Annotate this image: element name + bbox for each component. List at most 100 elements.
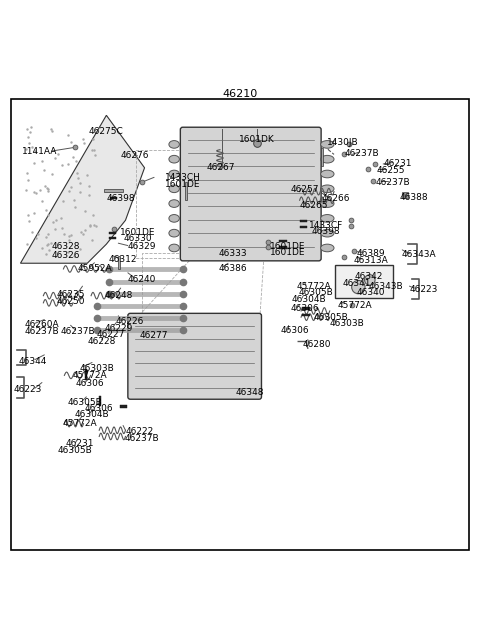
Text: 46237B: 46237B [24, 327, 59, 336]
Ellipse shape [321, 200, 334, 208]
Bar [118, 256, 120, 269]
Bar [99, 396, 101, 406]
Text: 46306: 46306 [281, 326, 309, 335]
Text: 46348: 46348 [235, 388, 264, 397]
Text: 46228: 46228 [87, 337, 116, 346]
Text: 1601DE: 1601DE [270, 248, 305, 257]
Text: 1141AA: 1141AA [22, 147, 57, 156]
Bar [321, 148, 323, 167]
Text: 46265: 46265 [300, 201, 328, 210]
Bar [302, 308, 310, 310]
Text: 45772A: 45772A [72, 371, 107, 380]
Text: 1601DK: 1601DK [239, 135, 275, 144]
Ellipse shape [169, 185, 180, 192]
Text: 46210: 46210 [222, 89, 258, 99]
Text: 46223: 46223 [13, 385, 42, 394]
Ellipse shape [321, 155, 334, 163]
Polygon shape [21, 115, 144, 263]
Text: 1601DE: 1601DE [120, 228, 155, 237]
Text: 46304B: 46304B [292, 296, 326, 304]
Text: 46306: 46306 [85, 404, 114, 413]
Text: 46341: 46341 [343, 279, 371, 288]
Bar [300, 226, 307, 228]
Ellipse shape [169, 170, 180, 178]
Ellipse shape [169, 140, 180, 148]
Bar [105, 189, 122, 192]
Text: 46333: 46333 [218, 249, 247, 258]
Text: 46237B: 46237B [125, 434, 159, 443]
Text: 46343B: 46343B [368, 281, 403, 290]
Text: 46326: 46326 [51, 251, 80, 260]
Ellipse shape [321, 185, 334, 192]
Text: 45952A: 45952A [77, 265, 112, 274]
Ellipse shape [321, 170, 334, 178]
Text: 46231: 46231 [66, 439, 95, 448]
Circle shape [352, 280, 365, 294]
Text: 45772A: 45772A [63, 419, 97, 428]
Bar [279, 240, 287, 242]
FancyBboxPatch shape [180, 127, 321, 261]
Text: 46248: 46248 [104, 291, 132, 300]
Ellipse shape [169, 200, 180, 208]
Text: 46305B: 46305B [58, 445, 93, 455]
Text: 46304B: 46304B [75, 410, 109, 419]
Text: 46328: 46328 [51, 242, 80, 251]
Text: 46388: 46388 [400, 193, 429, 202]
Text: 46267: 46267 [207, 163, 235, 172]
Text: 46257: 46257 [290, 185, 319, 194]
Text: 46306: 46306 [75, 379, 104, 388]
Bar [85, 369, 87, 380]
Text: 46227: 46227 [97, 330, 125, 339]
Text: 46237B: 46237B [375, 178, 410, 187]
Text: 46343A: 46343A [402, 250, 436, 259]
Bar [336, 265, 393, 297]
Text: 46306: 46306 [290, 304, 319, 313]
Text: 46389: 46389 [357, 249, 385, 258]
Text: 46231: 46231 [383, 160, 412, 169]
Bar [110, 197, 117, 199]
Text: 1601DE: 1601DE [270, 242, 305, 251]
Text: 46344: 46344 [18, 356, 47, 365]
Text: 46280: 46280 [302, 340, 331, 349]
Ellipse shape [169, 244, 180, 252]
Ellipse shape [169, 229, 180, 237]
Text: 46303B: 46303B [330, 319, 365, 328]
Text: 46223: 46223 [409, 285, 438, 294]
Bar [279, 246, 287, 249]
Text: 46226: 46226 [116, 317, 144, 326]
Text: 46305B: 46305B [313, 313, 348, 322]
Text: 46240: 46240 [128, 276, 156, 285]
Text: 1601DE: 1601DE [165, 180, 201, 189]
Text: 46329: 46329 [128, 242, 156, 251]
Text: 46266: 46266 [321, 194, 350, 203]
Bar [120, 405, 127, 408]
Text: 46255: 46255 [376, 165, 405, 175]
Text: 1433CH: 1433CH [165, 173, 201, 182]
Ellipse shape [321, 215, 334, 222]
Ellipse shape [321, 140, 334, 148]
Text: 46313A: 46313A [354, 256, 389, 265]
Text: 46398: 46398 [312, 228, 340, 237]
Text: 1430JB: 1430JB [327, 138, 359, 147]
Text: 46330: 46330 [123, 234, 152, 243]
Text: 46305B: 46305B [299, 288, 334, 297]
Text: 46275C: 46275C [89, 128, 124, 137]
Text: 46277: 46277 [140, 331, 168, 340]
Ellipse shape [321, 229, 334, 237]
Circle shape [364, 275, 375, 285]
Ellipse shape [321, 244, 334, 252]
Text: 46229: 46229 [104, 324, 132, 333]
Text: 45772A: 45772A [297, 281, 331, 290]
Text: 46340: 46340 [357, 288, 385, 297]
Text: 46237B: 46237B [60, 327, 95, 336]
Text: 46250: 46250 [56, 297, 85, 306]
Bar [109, 237, 116, 239]
FancyBboxPatch shape [128, 313, 262, 399]
Bar [300, 220, 307, 222]
Ellipse shape [169, 215, 180, 222]
Text: 46342: 46342 [355, 272, 383, 281]
Text: 1433CF: 1433CF [309, 221, 343, 229]
Text: 46312: 46312 [109, 255, 137, 264]
Text: 45772A: 45772A [337, 301, 372, 310]
Text: 46398: 46398 [107, 194, 135, 203]
